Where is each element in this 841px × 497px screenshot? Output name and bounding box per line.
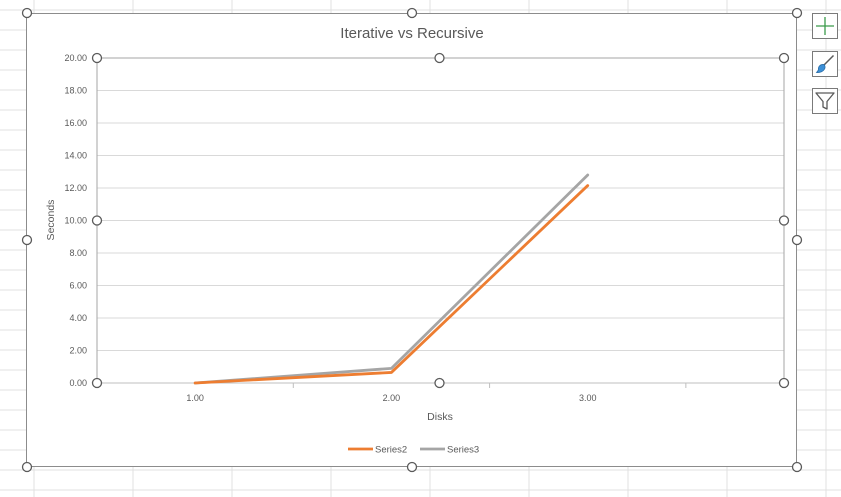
selection-handles[interactable] bbox=[21, 7, 803, 473]
x-tick-label: 2.00 bbox=[383, 393, 401, 403]
plot-area-resize-handle[interactable] bbox=[91, 52, 103, 64]
x-tick-label: 3.00 bbox=[579, 393, 597, 403]
chart-resize-handle[interactable] bbox=[406, 461, 418, 473]
plot-area-resize-handle[interactable] bbox=[434, 52, 445, 64]
y-tick-label: 4.00 bbox=[69, 313, 87, 323]
y-tick-label: 0.00 bbox=[69, 378, 87, 388]
legend-label: Series2 bbox=[375, 445, 407, 456]
series-lines[interactable] bbox=[193, 173, 590, 385]
y-tick-label: 6.00 bbox=[69, 281, 87, 291]
legend-item-series2[interactable]: Series2 bbox=[348, 445, 407, 456]
chart-resize-handle[interactable] bbox=[21, 461, 33, 473]
chart-resize-handle[interactable] bbox=[791, 234, 803, 246]
plot-area-resize-handle[interactable] bbox=[434, 377, 445, 389]
chart-resize-handle[interactable] bbox=[21, 234, 33, 246]
chart-title[interactable]: Iterative vs Recursive bbox=[340, 25, 483, 42]
y-tick-label: 14.00 bbox=[64, 151, 87, 161]
x-tick-label: 1.00 bbox=[186, 393, 204, 403]
y-axis-tick-labels: 0.00 2.00 4.00 6.00 8.00 10.00 12.00 14.00 16.00… bbox=[64, 53, 87, 388]
plot-area-resize-handle[interactable] bbox=[778, 215, 790, 226]
brush-icon bbox=[815, 54, 835, 73]
plot-area-resize-handle[interactable] bbox=[91, 215, 103, 226]
series-line-series3[interactable] bbox=[193, 173, 590, 385]
plot-area-resize-handle[interactable] bbox=[778, 52, 790, 64]
plot-area-resize-handle[interactable] bbox=[778, 377, 790, 389]
legend[interactable]: Series2 Series3 bbox=[348, 445, 479, 456]
chart-filters-button[interactable] bbox=[812, 88, 838, 114]
x-axis-title[interactable]: Disks bbox=[427, 411, 453, 423]
y-tick-label: 12.00 bbox=[64, 183, 87, 193]
legend-label: Series3 bbox=[447, 445, 479, 456]
gridlines bbox=[97, 57, 784, 384]
y-tick-label: 20.00 bbox=[64, 53, 87, 63]
y-tick-label: 10.00 bbox=[64, 216, 87, 226]
x-axis-tick-labels: 1.00 2.00 3.00 bbox=[96, 383, 687, 403]
y-axis-title[interactable]: Seconds bbox=[45, 200, 57, 241]
filter-icon bbox=[815, 92, 835, 110]
chart-resize-handle[interactable] bbox=[791, 7, 803, 19]
plus-icon bbox=[816, 17, 834, 35]
legend-item-series3[interactable]: Series3 bbox=[420, 445, 479, 456]
plot-area-resize-handle[interactable] bbox=[91, 377, 103, 389]
chart-elements-button[interactable] bbox=[812, 13, 838, 39]
y-tick-label: 16.00 bbox=[64, 118, 87, 128]
chart-resize-handle[interactable] bbox=[21, 7, 33, 19]
chart-resize-handle[interactable] bbox=[791, 461, 803, 473]
chart-styles-button[interactable] bbox=[812, 51, 838, 77]
chart-resize-handle[interactable] bbox=[406, 7, 418, 19]
y-tick-label: 18.00 bbox=[64, 86, 87, 96]
y-tick-label: 8.00 bbox=[69, 248, 87, 258]
series-line-series2[interactable] bbox=[193, 184, 590, 385]
y-tick-label: 2.00 bbox=[69, 346, 87, 356]
